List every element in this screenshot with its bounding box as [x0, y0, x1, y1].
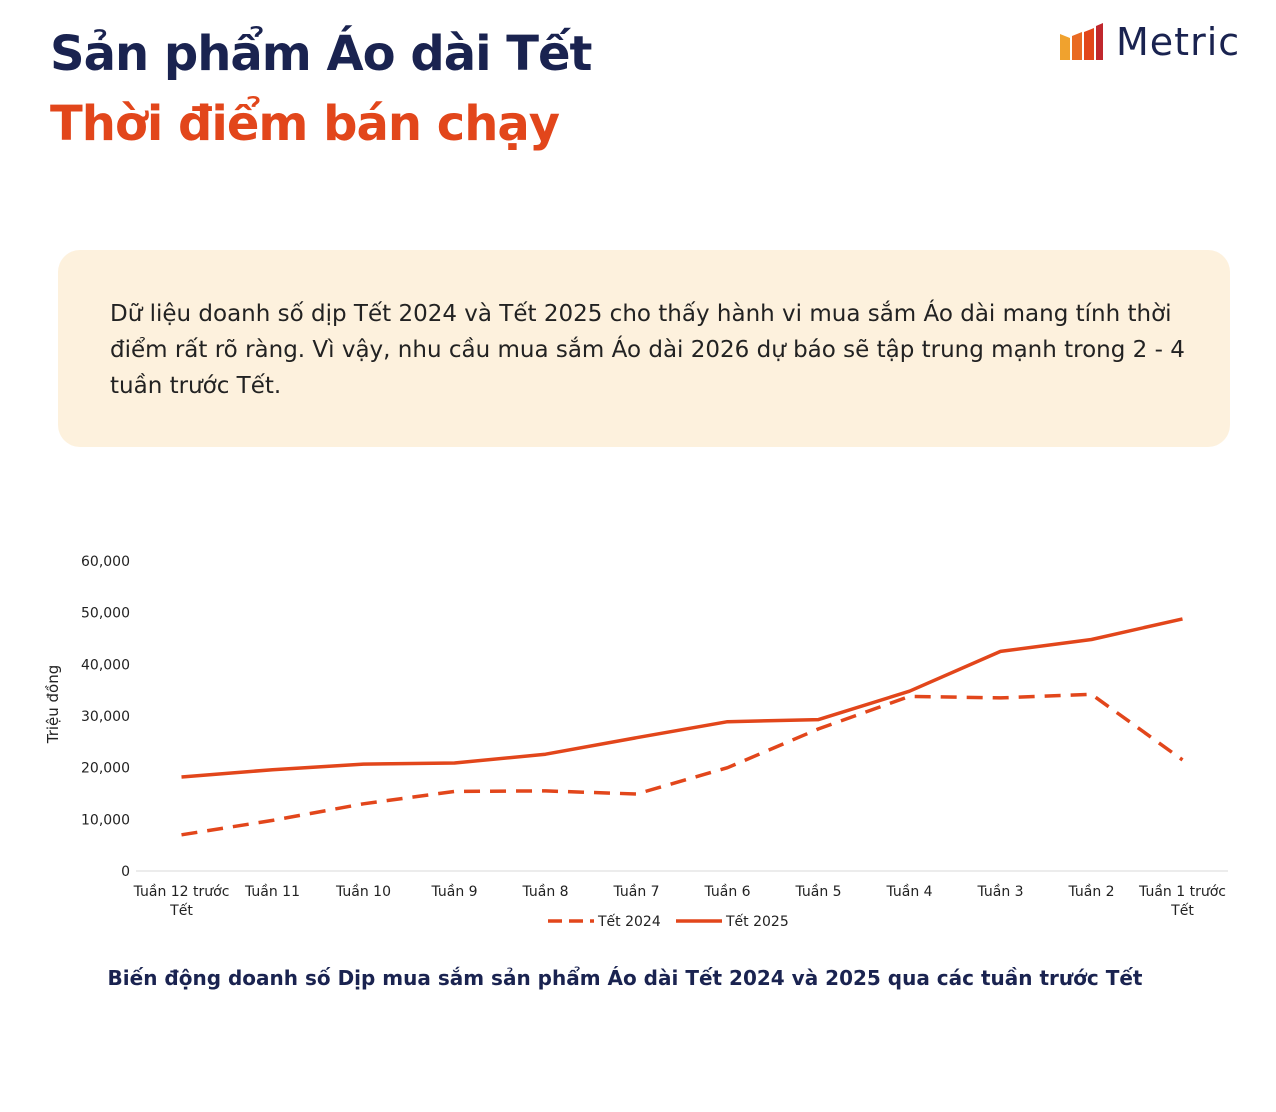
x-tick-label: Tuần 10 — [335, 884, 391, 900]
page-subtitle: Thời điểm bán chạy — [50, 96, 560, 152]
x-tick-label: Tuần 3 — [976, 884, 1023, 900]
series-line-tết-2025 — [181, 617, 1183, 779]
x-tick-label: Tuần 11 — [244, 884, 300, 900]
x-tick-label: Tuần 12 trước Tết — [133, 884, 230, 919]
y-axis-label: Triệu đồng — [44, 665, 62, 745]
legend-item: Tết 2024 — [548, 913, 661, 930]
page-title: Sản phẩm Áo dài Tết — [50, 26, 592, 82]
y-tick-label: 0 — [121, 864, 130, 880]
y-tick-label: 60,000 — [81, 554, 130, 570]
x-tick-label: Tuần 7 — [612, 884, 659, 900]
y-tick-label: 50,000 — [81, 606, 130, 622]
sales-line-chart: 0 10,000 20,000 30,000 40,000 50,000 60,000 Tu… — [44, 554, 1228, 930]
series-line-tết-2024 — [181, 692, 1184, 837]
insight-text: Dữ liệu doanh số dịp Tết 2024 và Tết 202… — [110, 301, 1185, 399]
legend-item: Tết 2025 — [676, 913, 789, 930]
y-tick-label: 10,000 — [81, 812, 130, 828]
y-tick-label: 40,000 — [81, 657, 130, 673]
brand-logo: Metric — [1058, 20, 1240, 64]
x-tick-label: Tuần 6 — [703, 884, 750, 900]
y-tick-label: 20,000 — [81, 761, 130, 777]
series-lines — [181, 617, 1184, 837]
brand-name: Metric — [1116, 20, 1241, 64]
x-tick-label: Tuần 8 — [521, 884, 568, 900]
x-axis-ticks: Tuần 12 trước Tết Tuần 11 Tuần 10 Tuần 9 Tuần… — [133, 884, 1226, 919]
chart-legend: Tết 2024 Tết 2025 — [548, 913, 789, 930]
x-tick-label: Tuần 4 — [885, 884, 932, 900]
legend-label: Tết 2024 — [597, 913, 661, 930]
x-tick-label: Tuần 5 — [794, 884, 841, 900]
y-axis-ticks: 0 10,000 20,000 30,000 40,000 50,000 60,000 — [81, 554, 130, 880]
x-tick-label: Tuần 1 trước Tết — [1138, 884, 1226, 919]
x-tick-label: Tuần 2 — [1067, 884, 1114, 900]
insight-box: Dữ liệu doanh số dịp Tết 2024 và Tết 202… — [58, 250, 1230, 447]
x-tick-label: Tuần 9 — [430, 884, 477, 900]
bar-chart-logo-icon — [1060, 23, 1103, 60]
legend-label: Tết 2025 — [725, 913, 789, 930]
y-tick-label: 30,000 — [81, 709, 130, 725]
chart-caption: Biến động doanh số Dịp mua sắm sản phẩm … — [107, 966, 1143, 990]
